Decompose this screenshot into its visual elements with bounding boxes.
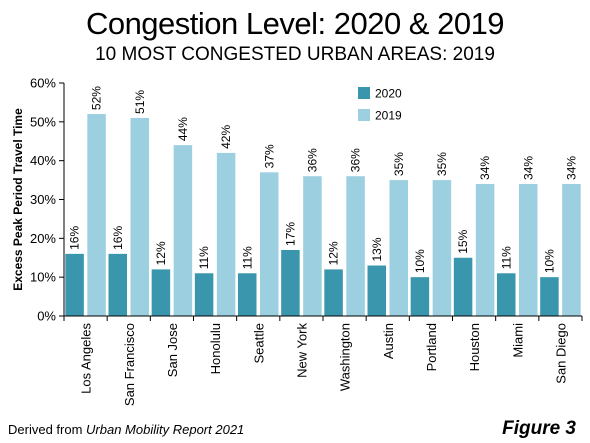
bar-2020: [497, 273, 516, 316]
data-label-2020: 15%: [456, 229, 470, 253]
y-tick-label: 60%: [30, 76, 56, 91]
bar-2019: [260, 172, 279, 316]
data-label-2019: 34%: [521, 156, 535, 180]
bar-2020: [324, 269, 343, 316]
x-tick-label: New York: [294, 323, 309, 378]
data-label-2020: 10%: [542, 249, 556, 273]
data-label-2019: 35%: [392, 152, 406, 176]
legend-label-2020: 2020: [375, 87, 402, 101]
data-label-2019: 44%: [176, 117, 190, 141]
bar-2020: [410, 277, 430, 316]
data-label-2019: 35%: [435, 152, 449, 176]
data-label-2020: 16%: [111, 226, 125, 250]
data-label-2019: 42%: [219, 125, 233, 149]
legend-swatch-2019: [358, 109, 370, 121]
bar-2020: [108, 253, 127, 316]
y-axis-ticks: 0% 10% 20% 30% 40% 50% 60%: [30, 76, 64, 324]
x-tick-label: Miami: [510, 323, 525, 358]
x-tick-label: Portland: [424, 323, 439, 371]
bar-2020: [151, 269, 171, 316]
bar-2019: [519, 183, 538, 316]
data-label-2020: 17%: [283, 222, 297, 246]
chart-subtitle: 10 MOST CONGESTED URBAN AREAS: 2019: [95, 44, 495, 65]
data-label-2019: 36%: [305, 148, 319, 172]
y-axis-label-group: Excess Peak Period Travel Time: [11, 108, 25, 291]
data-label-2020: 11%: [197, 246, 211, 269]
data-label-2019: 34%: [564, 156, 578, 180]
source-title: Urban Mobility Report 2021: [86, 422, 245, 437]
data-label-2020: 11%: [499, 246, 513, 269]
bar-2019: [173, 145, 193, 316]
figure-label: Figure 3: [502, 418, 576, 439]
legend-swatch-2020: [358, 87, 370, 99]
y-tick-label: 0%: [37, 309, 56, 324]
bar-2019: [389, 180, 408, 316]
bar-2020: [194, 273, 214, 316]
y-tick-label: 40%: [30, 153, 56, 168]
y-tick-label: 20%: [30, 231, 56, 246]
bar-2019: [346, 176, 365, 316]
bar-2019: [130, 117, 149, 316]
legend-label-2019: 2019: [375, 109, 402, 123]
x-tick-label: Houston: [467, 323, 482, 371]
chart-title: Congestion Level: 2020 & 2019: [85, 6, 505, 41]
x-tick-label: Seattle: [251, 323, 266, 363]
data-label-2019: 36%: [349, 148, 363, 172]
x-tick-label: Washington: [338, 323, 353, 391]
bar-2020: [65, 253, 84, 316]
data-label-2020: 11%: [240, 246, 254, 269]
data-label-2020: 16%: [68, 226, 82, 250]
y-axis-label: Excess Peak Period Travel Time: [11, 108, 25, 291]
bar-2020: [238, 273, 257, 316]
x-tick-label: San Jose: [165, 323, 180, 377]
bar-2019: [87, 114, 106, 316]
data-label-2020: 12%: [154, 241, 168, 265]
y-tick-label: 30%: [30, 192, 56, 207]
bar-2019: [303, 176, 322, 316]
bar-2020: [540, 277, 559, 316]
data-label-2020: 12%: [327, 241, 341, 265]
axes: [63, 83, 582, 317]
bar-2019: [562, 183, 581, 316]
data-labels: 16% 52% 16% 51% 12% 44% 11% 42% 11% 37% 17% 36% 12% 3…: [68, 86, 579, 273]
bar-2019: [432, 180, 452, 316]
data-label-2020: 13%: [370, 237, 384, 261]
bar-2020: [367, 265, 386, 316]
data-label-2019: 51%: [133, 90, 147, 114]
bar-2019: [216, 152, 236, 316]
bar-2019: [475, 183, 495, 316]
data-label-2019: 37%: [262, 144, 276, 168]
source-prefix: Derived from: [8, 422, 87, 437]
x-tick-label: Los Angeles: [79, 323, 94, 394]
legend: 2020 2019: [358, 87, 402, 123]
x-tick-label: Austin: [381, 323, 396, 359]
y-tick-label: 50%: [30, 114, 56, 129]
bar-2020: [453, 257, 473, 316]
data-label-2019: 52%: [90, 86, 104, 110]
bars: [65, 114, 581, 316]
y-tick-label: 10%: [30, 270, 56, 285]
x-tick-label: Honolulu: [208, 323, 223, 374]
source-note: Derived from Urban Mobility Report 2021: [8, 422, 244, 438]
bar-2020: [281, 249, 300, 316]
x-axis-ticks: Los Angeles San Francisco San Jose Honolulu…: [63, 316, 583, 406]
x-tick-label: San Diego: [553, 323, 568, 384]
data-label-2020: 10%: [413, 249, 427, 273]
data-label-2019: 34%: [478, 156, 492, 180]
x-tick-label: San Francisco: [122, 323, 137, 406]
